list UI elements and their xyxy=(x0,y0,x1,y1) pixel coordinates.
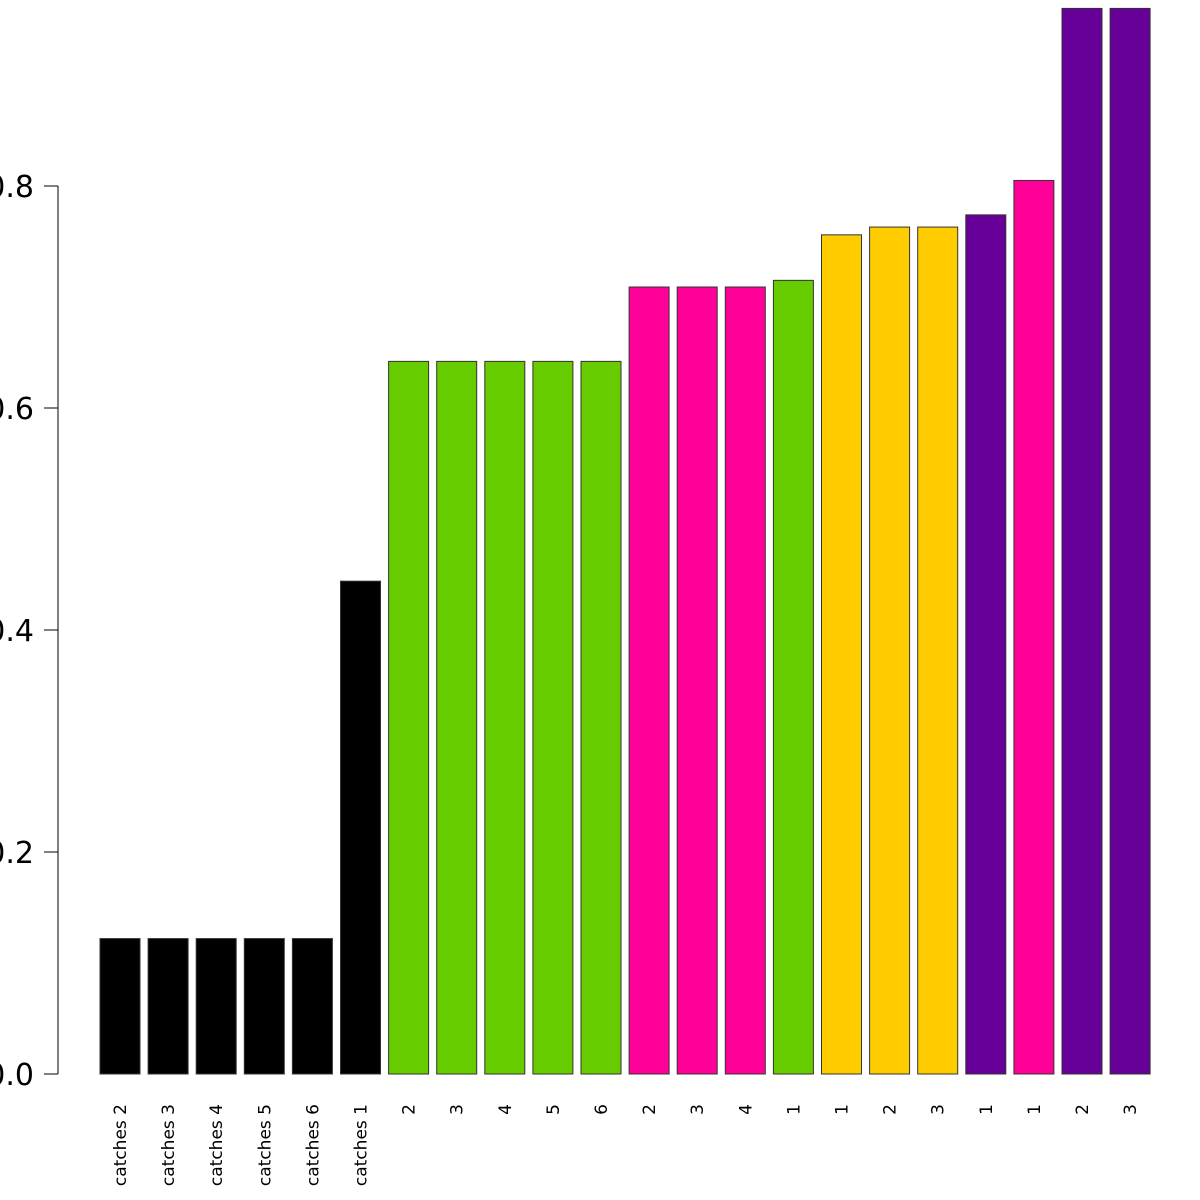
y-tick-label: 0.8 xyxy=(0,170,34,205)
bar xyxy=(580,360,622,1075)
x-tick-label: 3 xyxy=(1121,1104,1141,1115)
bar xyxy=(532,360,574,1075)
x-tick-label: catches 2 xyxy=(111,1104,131,1186)
x-tick-label: 4 xyxy=(496,1104,516,1115)
x-tick-label: catches 3 xyxy=(159,1104,179,1186)
x-tick-label: catches 5 xyxy=(255,1104,275,1186)
x-tick-label: 4 xyxy=(736,1104,756,1115)
x-tick-label: 1 xyxy=(784,1104,804,1115)
bar xyxy=(628,286,670,1075)
x-tick-label: 2 xyxy=(640,1104,660,1115)
x-tick-label: 1 xyxy=(977,1104,997,1115)
x-tick-label: 3 xyxy=(448,1104,468,1115)
bar xyxy=(195,938,237,1075)
x-tick-label: 1 xyxy=(1025,1104,1045,1115)
bar xyxy=(436,360,478,1075)
y-tick-label: 0.2 xyxy=(0,836,34,871)
bar xyxy=(724,286,766,1075)
x-tick-label: 5 xyxy=(544,1104,564,1115)
bar xyxy=(1109,7,1151,1075)
bar xyxy=(676,286,718,1075)
bar xyxy=(869,226,911,1075)
bar xyxy=(484,360,526,1075)
x-tick-label: 2 xyxy=(881,1104,901,1115)
bar xyxy=(965,214,1007,1075)
x-tick-label: 2 xyxy=(400,1104,420,1115)
x-tick-label: 2 xyxy=(1073,1104,1093,1115)
bar xyxy=(1061,7,1103,1075)
bar xyxy=(291,938,333,1075)
y-axis: 0.0 0.2 0.4 0.6 0.8 xyxy=(0,170,59,1093)
bar xyxy=(821,234,862,1075)
bar xyxy=(340,580,381,1075)
y-tick-label: 0.6 xyxy=(0,392,34,427)
bar xyxy=(1013,179,1055,1075)
y-tick-label: 0.4 xyxy=(0,614,34,649)
bar xyxy=(243,938,285,1075)
bars xyxy=(99,7,1151,1075)
y-tick-label: 0.0 xyxy=(0,1058,34,1093)
bar xyxy=(772,279,814,1075)
bar xyxy=(99,938,141,1075)
x-tick-label: catches 1 xyxy=(352,1104,372,1186)
x-tick-label: catches 4 xyxy=(207,1104,227,1186)
x-tick-label: catches 6 xyxy=(303,1104,323,1186)
x-axis-labels: catches 2 catches 3 catches 4 catches 5 catc… xyxy=(111,1104,1141,1186)
x-tick-label: 3 xyxy=(688,1104,708,1115)
x-tick-label: 1 xyxy=(833,1104,853,1115)
x-tick-label: 6 xyxy=(592,1104,612,1115)
x-tick-label: 3 xyxy=(929,1104,949,1115)
bar xyxy=(917,226,959,1075)
bar xyxy=(388,360,430,1075)
bar xyxy=(147,938,189,1075)
